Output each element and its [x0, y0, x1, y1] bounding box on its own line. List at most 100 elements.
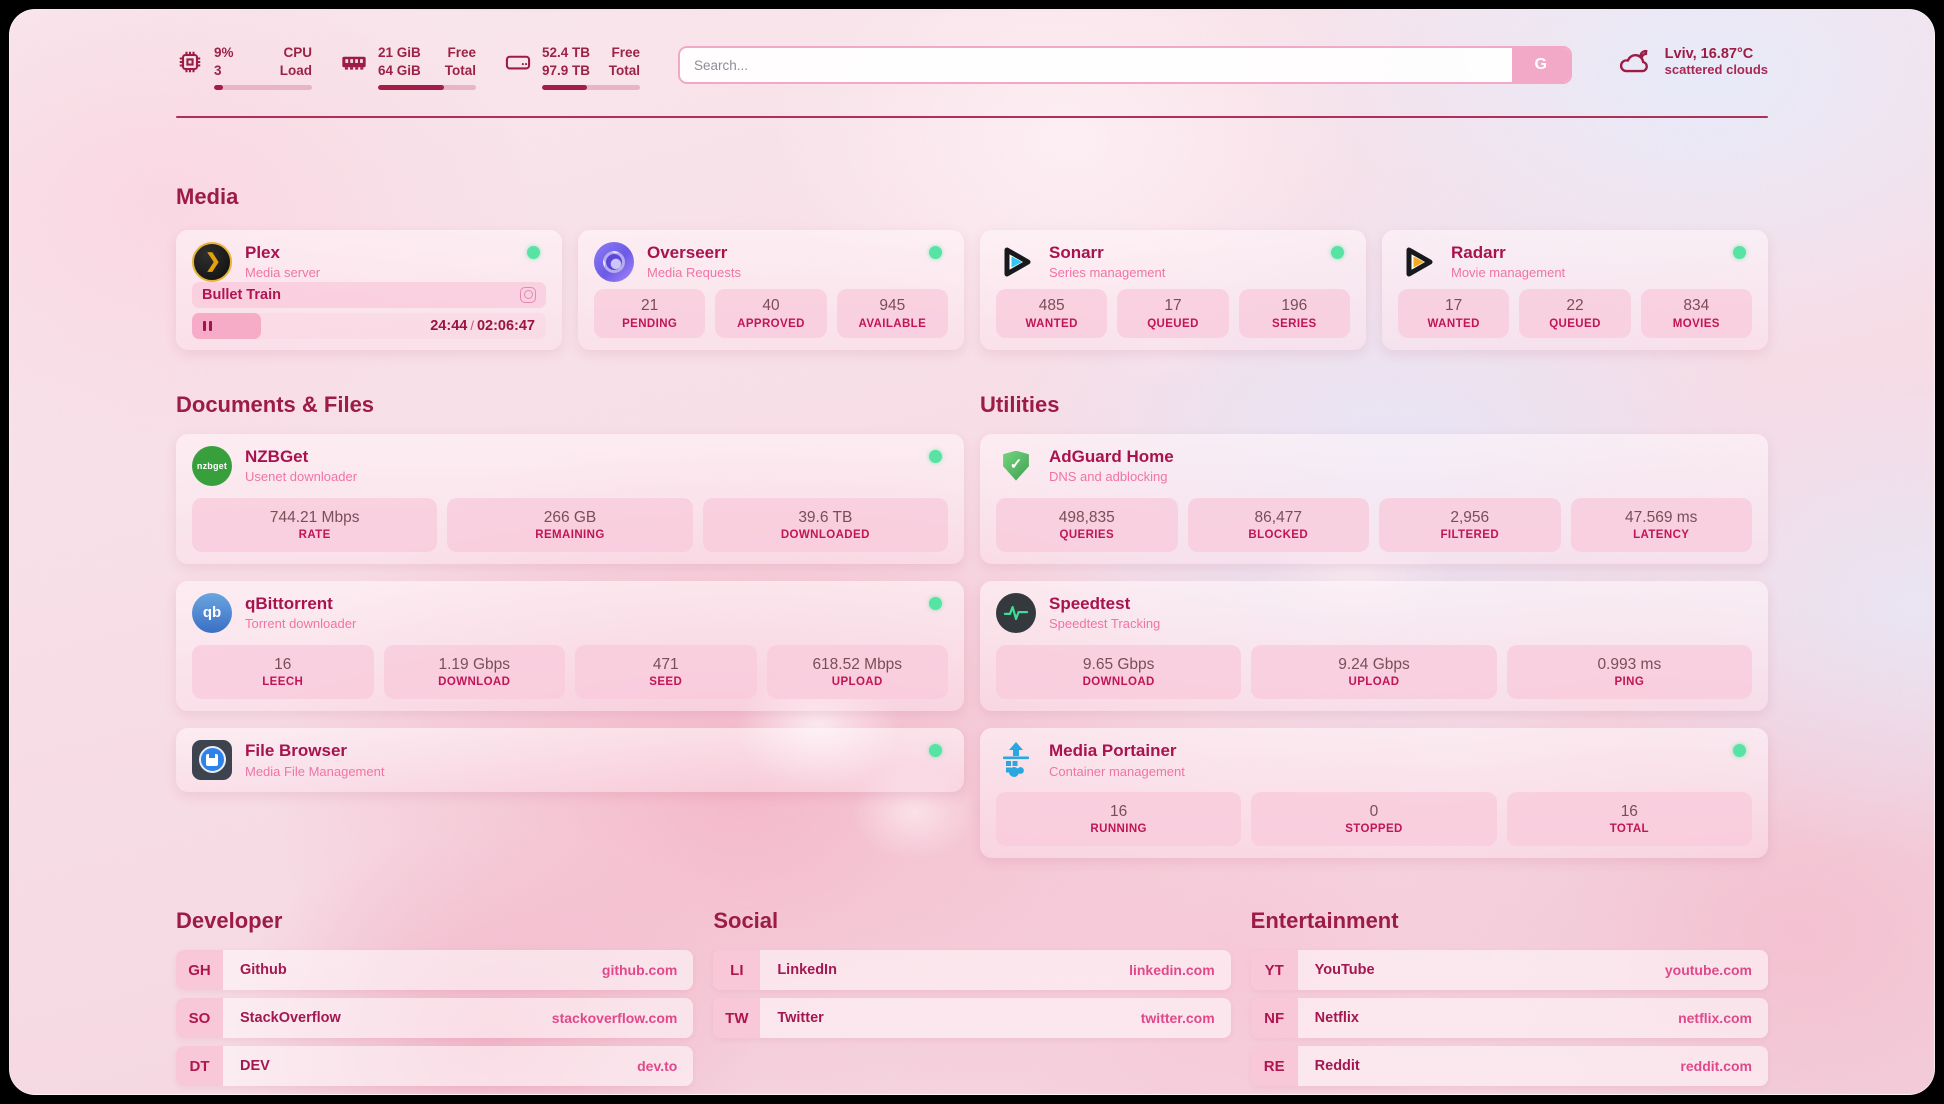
stat-download: 1.19 Gbps DOWNLOAD	[383, 644, 565, 699]
search-engine-button[interactable]: G	[1511, 48, 1570, 82]
search-input[interactable]	[678, 46, 1572, 84]
sonarr-title: Sonarr	[1049, 242, 1104, 262]
stat-upload: 618.52 Mbps UPLOAD	[766, 644, 948, 699]
netflix-tag-icon: NF	[1250, 998, 1298, 1039]
pause-icon[interactable]	[203, 320, 212, 331]
reddit-tag-icon: RE	[1250, 1046, 1298, 1087]
portainer-icon	[996, 740, 1036, 780]
portainer-title: Media Portainer	[1049, 741, 1177, 761]
twitter-tag-icon: TW	[713, 998, 761, 1039]
stat-rate: 744.21 Mbps RATE	[192, 497, 438, 552]
adguard-icon: ✓	[996, 446, 1036, 486]
playback-progress-bar[interactable]: 24:44/02:06:47	[192, 312, 546, 339]
section-utilities: Utilities ✓ AdGuard Home DNS and adblock…	[980, 391, 1768, 859]
stat-wanted: 17 WANTED	[1398, 289, 1510, 338]
speedtest-card[interactable]: Speedtest Speedtest Tracking 9.65 Gbps D…	[980, 580, 1768, 711]
section-developer: Developer GH Github github.com SO StackO…	[176, 908, 694, 1087]
stat-download: 9.65 Gbps DOWNLOAD	[996, 644, 1242, 699]
filebrowser-card[interactable]: File Browser Media File Management	[176, 727, 964, 792]
sonarr-card[interactable]: Sonarr Series management 485 WANTED 17 Q…	[980, 229, 1366, 350]
stat-downloaded: 39.6 TB DOWNLOADED	[702, 497, 948, 552]
sonarr-status-dot	[1331, 245, 1344, 259]
nzbget-title: NZBGet	[245, 446, 309, 466]
stat-filtered: 2,956 FILTERED	[1379, 497, 1561, 552]
overseerr-card[interactable]: Overseerr Media Requests 21 PENDING 40 A…	[578, 229, 964, 350]
qbittorrent-card[interactable]: qb qBittorrent Torrent downloader 16 LEE…	[176, 580, 964, 711]
nzbget-status-dot	[929, 449, 942, 463]
stat-queued: 17 QUEUED	[1117, 289, 1229, 338]
linkedin-tag-icon: LI	[713, 950, 761, 991]
stat-series: 196 SERIES	[1238, 289, 1350, 338]
plex-icon: ❯	[192, 241, 232, 282]
filebrowser-status-dot	[929, 743, 942, 757]
plex-card[interactable]: ❯ Plex Media server Bullet Train	[176, 229, 562, 350]
disk-label-top: Free	[611, 45, 640, 60]
section-title-utilities: Utilities	[980, 391, 1060, 417]
nzbget-card[interactable]: nzbget NZBGet Usenet downloader 744.21 M…	[176, 433, 964, 564]
cpu-usage-bar	[214, 84, 312, 90]
adguard-card[interactable]: ✓ AdGuard Home DNS and adblocking 498,83…	[980, 433, 1768, 564]
dev-tag-icon: DT	[176, 1046, 223, 1087]
section-media: Media ❯ Plex Media server	[176, 184, 1768, 350]
filebrowser-subtitle: Media File Management	[245, 763, 385, 779]
overseerr-subtitle: Media Requests	[647, 265, 741, 281]
weather-widget[interactable]: Lviv, 16.87°C scattered clouds	[1616, 46, 1768, 77]
nzbget-icon: nzbget	[192, 445, 232, 486]
link-twitter[interactable]: TW Twitter twitter.com	[713, 998, 1231, 1039]
section-title-developer: Developer	[176, 908, 283, 934]
youtube-tag-icon: YT	[1250, 950, 1298, 991]
disk-total: 97.9 TB	[542, 62, 591, 78]
stat-blocked: 86,477 BLOCKED	[1187, 497, 1369, 552]
playback-time: 24:44/02:06:47	[430, 317, 535, 334]
system-stats: 9% 3 CPU Load	[176, 44, 640, 90]
now-playing-icon	[520, 286, 536, 303]
section-social: Social LI LinkedIn linkedin.com TW Twitt…	[713, 908, 1231, 1086]
speedtest-subtitle: Speedtest Tracking	[1049, 616, 1161, 632]
github-tag-icon: GH	[176, 950, 223, 991]
weather-location-temp: Lviv, 16.87°C	[1664, 46, 1754, 62]
link-reddit[interactable]: RE Reddit reddit.com	[1250, 1046, 1768, 1087]
dashboard-page: 9% 3 CPU Load	[9, 9, 1935, 1095]
qbittorrent-subtitle: Torrent downloader	[245, 616, 357, 632]
link-github[interactable]: GH Github github.com	[176, 950, 694, 991]
link-youtube[interactable]: YT YouTube youtube.com	[1250, 950, 1768, 991]
ram-icon	[342, 56, 366, 70]
cpu-cores: 3	[214, 62, 222, 78]
section-title-media: Media	[176, 183, 239, 209]
now-playing-title-row[interactable]: Bullet Train	[192, 281, 546, 308]
topbar: 9% 3 CPU Load	[176, 10, 1768, 90]
disk-icon	[505, 55, 531, 70]
portainer-card[interactable]: Media Portainer Container management 16 …	[980, 727, 1768, 859]
link-stackoverflow[interactable]: SO StackOverflow stackoverflow.com	[176, 998, 694, 1039]
weather-condition: scattered clouds	[1664, 62, 1768, 77]
link-dev[interactable]: DT DEV dev.to	[176, 1046, 694, 1087]
disk-usage-bar	[542, 84, 640, 90]
portainer-status-dot	[1733, 743, 1746, 757]
radarr-icon	[1398, 242, 1438, 282]
stat-pending: 21 PENDING	[594, 289, 706, 338]
stat-remaining: 266 GB REMAINING	[447, 497, 693, 552]
plex-subtitle: Media server	[245, 265, 321, 281]
link-linkedin[interactable]: LI LinkedIn linkedin.com	[713, 950, 1231, 991]
sonarr-subtitle: Series management	[1049, 265, 1166, 281]
radarr-card[interactable]: Radarr Movie management 17 WANTED 22 QUE…	[1382, 229, 1768, 350]
qbittorrent-title: qBittorrent	[245, 594, 333, 614]
stat-queries: 498,835 QUERIES	[996, 497, 1178, 552]
section-title-entertainment: Entertainment	[1250, 908, 1399, 934]
now-playing-title: Bullet Train	[202, 286, 281, 303]
stat-seed: 471 SEED	[575, 644, 757, 699]
radarr-title: Radarr	[1451, 242, 1506, 262]
section-entertainment: Entertainment YT YouTube youtube.com NF …	[1250, 908, 1768, 1087]
link-netflix[interactable]: NF Netflix netflix.com	[1250, 998, 1768, 1039]
overseerr-status-dot	[929, 245, 942, 259]
topbar-divider	[176, 115, 1768, 118]
ram-usage-bar	[378, 84, 476, 90]
section-title-social: Social	[713, 908, 779, 934]
search-bar: G	[678, 46, 1572, 84]
stat-queued: 22 QUEUED	[1519, 289, 1631, 338]
ram-free: 21 GiB	[378, 45, 421, 60]
disk-stat: 52.4 TB 97.9 TB Free Total	[504, 44, 640, 90]
section-documents: Documents & Files nzbget NZBGet Usenet d…	[176, 392, 964, 792]
nzbget-subtitle: Usenet downloader	[245, 469, 358, 485]
